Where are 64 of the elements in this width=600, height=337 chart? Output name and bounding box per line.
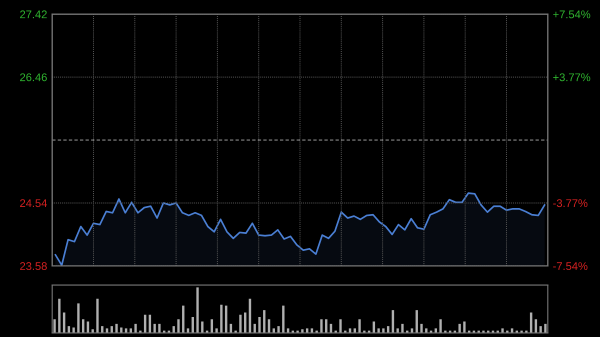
bar bbox=[272, 328, 275, 333]
bar bbox=[239, 314, 242, 333]
bar bbox=[224, 306, 228, 333]
bar bbox=[263, 310, 266, 333]
bar bbox=[544, 324, 547, 333]
bar bbox=[53, 319, 56, 333]
bar bbox=[182, 306, 184, 333]
bar bbox=[148, 314, 152, 333]
bar bbox=[201, 322, 204, 333]
bar bbox=[286, 328, 290, 333]
bar bbox=[530, 312, 532, 333]
bar bbox=[392, 310, 394, 333]
bar bbox=[458, 324, 461, 333]
bar bbox=[463, 322, 466, 333]
bar bbox=[434, 328, 438, 333]
bar bbox=[72, 327, 75, 333]
bar bbox=[86, 322, 90, 333]
bar bbox=[354, 328, 356, 333]
bar bbox=[425, 328, 428, 333]
y-tick-label: 24.54 bbox=[20, 199, 48, 208]
bar bbox=[310, 328, 314, 333]
bar bbox=[539, 326, 542, 333]
y2-tick-label: -7.54% bbox=[553, 262, 588, 270]
bar bbox=[358, 319, 361, 333]
bar bbox=[124, 328, 128, 333]
y2-tick-label: +3.77% bbox=[553, 73, 590, 82]
bar bbox=[382, 328, 385, 333]
bar bbox=[120, 327, 122, 333]
bar bbox=[153, 324, 156, 333]
bar bbox=[386, 326, 390, 333]
bar bbox=[82, 319, 84, 333]
bar bbox=[534, 319, 538, 333]
bar bbox=[439, 319, 442, 333]
y-tick-label: 23.58 bbox=[20, 262, 47, 270]
bar bbox=[220, 304, 223, 333]
bar bbox=[282, 306, 285, 333]
y2-tick-label: +7.54% bbox=[553, 10, 590, 18]
bar bbox=[377, 328, 380, 333]
y-tick-label: 27.42 bbox=[20, 10, 47, 18]
bar bbox=[130, 328, 132, 333]
bar bbox=[144, 314, 146, 333]
bar bbox=[510, 328, 514, 333]
bar bbox=[192, 317, 194, 333]
bar bbox=[372, 322, 376, 333]
bar bbox=[254, 324, 256, 333]
bar bbox=[230, 324, 232, 333]
bar bbox=[396, 328, 399, 333]
bar bbox=[101, 326, 104, 333]
bar bbox=[210, 319, 214, 333]
bar bbox=[325, 319, 328, 333]
y2-tick-label: -3.77% bbox=[553, 199, 588, 208]
bar bbox=[62, 312, 66, 333]
bar bbox=[215, 328, 218, 333]
bar bbox=[158, 324, 161, 333]
bar bbox=[68, 326, 70, 333]
bar bbox=[58, 298, 61, 333]
bar bbox=[306, 328, 308, 333]
bar bbox=[172, 326, 175, 333]
bar bbox=[77, 303, 80, 333]
bar bbox=[110, 326, 113, 333]
bar bbox=[134, 324, 137, 333]
bar bbox=[416, 310, 418, 333]
bar bbox=[244, 312, 246, 333]
y-tick-label: 26.46 bbox=[20, 73, 47, 82]
